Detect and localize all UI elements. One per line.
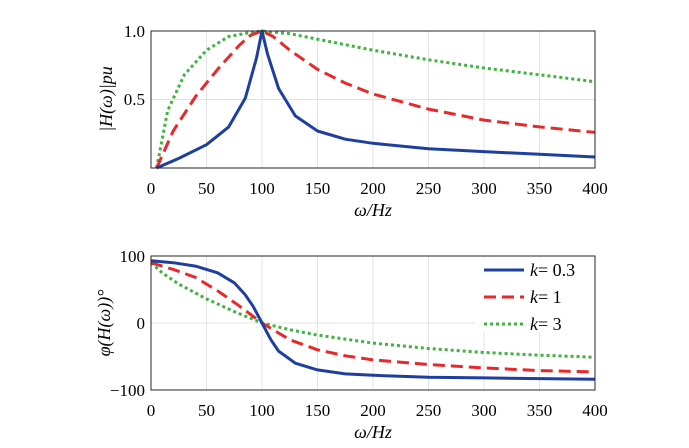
magnitude-x-tick: 300 bbox=[471, 179, 497, 198]
phase-x-tick: 250 bbox=[416, 401, 442, 420]
legend-label-k-value: = 0.3 bbox=[538, 260, 575, 280]
magnitude-series-lines bbox=[155, 29, 596, 170]
phase-y-axis-label: φ(H(ω))° bbox=[94, 290, 115, 357]
legend-label-k-symbol: k bbox=[530, 260, 539, 280]
magnitude-x-tick: 350 bbox=[527, 179, 553, 198]
magnitude-panel: 0 50 100 150 200 250 300 350 400 0.5 1.0… bbox=[96, 22, 608, 220]
phase-x-tick: 350 bbox=[527, 401, 553, 420]
magnitude-x-tick: 0 bbox=[147, 179, 156, 198]
legend-label-k-value: = 1 bbox=[538, 287, 562, 307]
magnitude-x-axis-label: ω/Hz bbox=[354, 200, 392, 220]
legend: k= 0.3 k= 1 k= 3 bbox=[475, 258, 593, 334]
legend-label-k-symbol: k bbox=[530, 314, 539, 334]
phase-series-lines bbox=[149, 259, 596, 381]
legend-label-k-value: = 3 bbox=[538, 314, 562, 334]
legend-label-k-3: k= 3 bbox=[530, 314, 562, 334]
magnitude-series-line-k-0.3 bbox=[156, 29, 596, 170]
phase-x-ticks: 0 50 100 150 200 250 300 350 400 bbox=[147, 401, 608, 420]
magnitude-series-line-k-1 bbox=[155, 29, 596, 169]
legend-label-k-symbol: k bbox=[530, 287, 539, 307]
legend-label-k-1: k= 1 bbox=[530, 287, 562, 307]
phase-x-tick: 150 bbox=[305, 401, 331, 420]
magnitude-y-tick: 1.0 bbox=[124, 22, 145, 41]
phase-x-tick: 400 bbox=[582, 401, 608, 420]
legend-entry-k-3: k= 3 bbox=[484, 314, 562, 334]
phase-panel: 0 50 100 150 200 250 300 350 400 −100 0 … bbox=[94, 247, 608, 442]
magnitude-y-ticks: 0.5 1.0 bbox=[124, 22, 145, 109]
phase-series-line-k-1 bbox=[150, 261, 596, 374]
magnitude-x-tick: 400 bbox=[582, 179, 608, 198]
phase-y-tick: 100 bbox=[120, 247, 146, 266]
legend-entry-k-0.3: k= 0.3 bbox=[484, 260, 575, 280]
phase-series-line-k-0.3 bbox=[150, 259, 596, 381]
phase-x-tick: 300 bbox=[471, 401, 497, 420]
magnitude-y-axis-label: |H(ω)|pu bbox=[96, 66, 117, 132]
phase-y-ticks: −100 0 100 bbox=[110, 247, 145, 400]
magnitude-series-line-k-3 bbox=[155, 29, 596, 169]
magnitude-y-tick: 0.5 bbox=[124, 90, 145, 109]
phase-x-tick: 100 bbox=[249, 401, 275, 420]
magnitude-x-tick: 100 bbox=[249, 179, 275, 198]
magnitude-x-tick: 150 bbox=[305, 179, 331, 198]
phase-y-tick: −100 bbox=[110, 381, 145, 400]
phase-x-tick: 0 bbox=[147, 401, 156, 420]
phase-x-tick: 200 bbox=[360, 401, 386, 420]
magnitude-x-tick: 50 bbox=[198, 179, 215, 198]
phase-plot-frame bbox=[150, 255, 596, 391]
magnitude-gridlines bbox=[150, 30, 596, 168]
phase-x-axis-label: ω/Hz bbox=[354, 422, 392, 442]
phase-x-tick: 50 bbox=[198, 401, 215, 420]
magnitude-x-tick: 200 bbox=[360, 179, 386, 198]
magnitude-x-tick: 250 bbox=[416, 179, 442, 198]
legend-label-k-0.3: k= 0.3 bbox=[530, 260, 575, 280]
phase-y-tick: 0 bbox=[137, 314, 146, 333]
magnitude-x-ticks: 0 50 100 150 200 250 300 350 400 bbox=[147, 179, 608, 198]
magnitude-plot-frame bbox=[150, 30, 596, 169]
legend-entry-k-1: k= 1 bbox=[484, 287, 562, 307]
